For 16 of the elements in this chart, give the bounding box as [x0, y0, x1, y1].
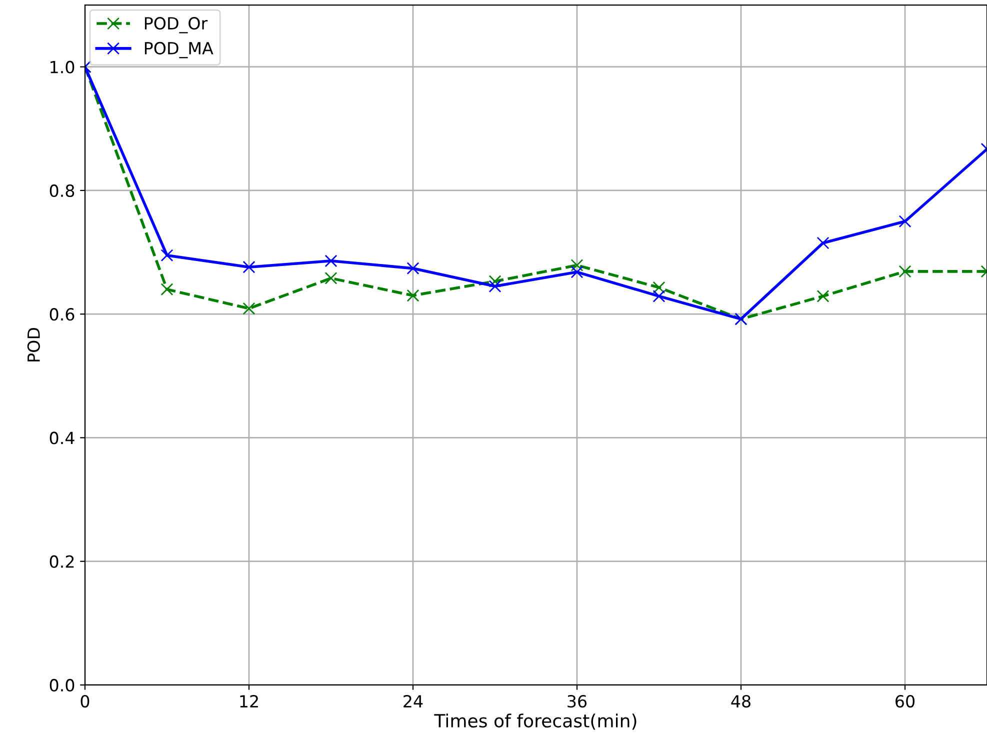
x-tick-label: 0: [80, 694, 90, 708]
y-axis-title: POD: [27, 328, 40, 362]
x-tick-label: 60: [896, 694, 914, 708]
y-tick-label: 0.0: [50, 678, 74, 692]
x-tick-label: 36: [568, 694, 587, 708]
y-tick-label: 0.2: [50, 555, 74, 568]
legend-label: POD_MA: [144, 42, 214, 58]
x-axis-title: Times of forecast(min): [434, 714, 636, 730]
y-tick-label: 0.6: [50, 308, 74, 321]
x-tick-label: 12: [240, 694, 258, 708]
x-tick-label: 24: [404, 694, 423, 708]
legend-label: POD_Or: [144, 16, 208, 34]
x-tick-label: 48: [731, 694, 750, 708]
y-tick-label: 1.0: [50, 60, 74, 74]
y-tick-label: 0.4: [50, 432, 74, 444]
y-tick-label: 0.8: [50, 184, 74, 198]
